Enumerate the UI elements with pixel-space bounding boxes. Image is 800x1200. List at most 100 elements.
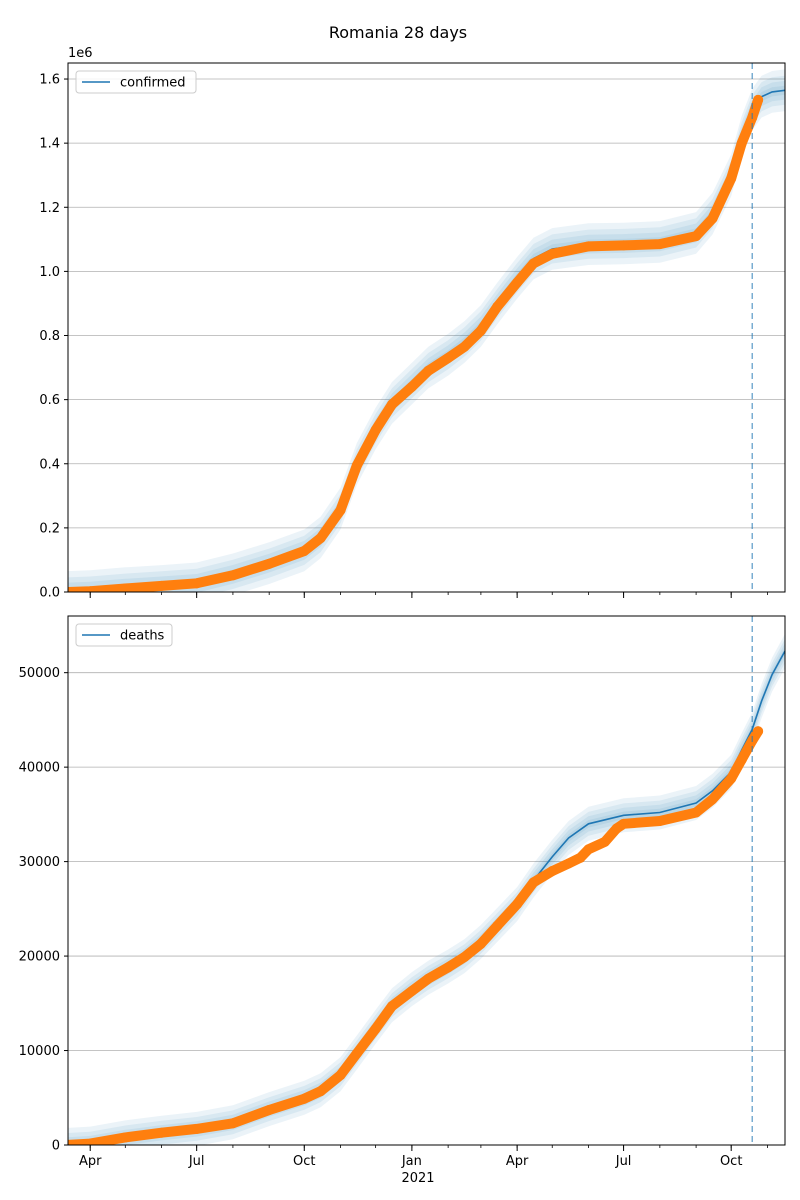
observed-point bbox=[370, 1023, 381, 1034]
observed-point bbox=[85, 586, 96, 592]
observed-point bbox=[528, 877, 539, 888]
observed-point bbox=[599, 836, 610, 847]
observed-point bbox=[406, 381, 417, 392]
observed-point bbox=[423, 365, 434, 376]
legend-box bbox=[75, 70, 197, 94]
x-tick-label: Jul bbox=[188, 1154, 205, 1169]
x-tick-label: Jul bbox=[615, 1154, 632, 1169]
observed-point bbox=[547, 248, 558, 259]
observed-point bbox=[423, 973, 434, 984]
observed-point bbox=[443, 352, 454, 363]
y-tick-label: 0.0 bbox=[39, 586, 60, 601]
x-tick-label: Apr bbox=[506, 1154, 529, 1169]
observed-point bbox=[512, 899, 523, 910]
y-tick-label: 30000 bbox=[19, 855, 60, 870]
x-year-label: 2021 bbox=[401, 1171, 434, 1186]
observed-point bbox=[583, 844, 594, 855]
observed-point bbox=[654, 815, 665, 826]
observed-point bbox=[611, 823, 622, 834]
observed-point bbox=[191, 1123, 202, 1134]
deaths-panel: 0 10000 20000 30000 40000 50000 Apr Jul Oct Jan Ap… bbox=[19, 615, 786, 1169]
y-tick-label: 40000 bbox=[19, 761, 60, 776]
confirmed-panel: 0.0 0.2 0.4 0.6 0.8 1.0 1.2 1.4 1.6 1e6 confirmed bbox=[39, 46, 786, 601]
observed-point bbox=[299, 1093, 310, 1104]
observed-point bbox=[370, 425, 381, 436]
y-tick-label: 50000 bbox=[19, 666, 60, 681]
x-tick-label: Oct bbox=[293, 1154, 315, 1169]
y-tick-label: 0.4 bbox=[39, 457, 60, 472]
observed-point bbox=[583, 241, 594, 252]
observed-point bbox=[618, 240, 629, 251]
observed-point bbox=[726, 773, 737, 784]
observed-point bbox=[227, 570, 238, 581]
y-tick-label: 1.6 bbox=[39, 73, 60, 88]
observed-point bbox=[459, 952, 470, 963]
observed-point bbox=[315, 533, 326, 544]
legend-label: confirmed bbox=[120, 76, 186, 91]
observed-point bbox=[443, 962, 454, 973]
observed-point bbox=[512, 277, 523, 288]
observed-point bbox=[707, 794, 718, 805]
observed-point bbox=[85, 1138, 96, 1145]
legend: confirmed bbox=[75, 70, 197, 94]
observed-point bbox=[707, 213, 718, 224]
figure-title: Romania 28 days bbox=[329, 23, 467, 42]
plot-area bbox=[68, 633, 785, 1145]
observed-point bbox=[386, 1001, 397, 1012]
plot-area bbox=[68, 69, 785, 592]
observed-point bbox=[191, 578, 202, 589]
observed-point bbox=[459, 341, 470, 352]
observed-point bbox=[264, 1105, 275, 1116]
y-tick-label: 1.4 bbox=[39, 137, 60, 152]
x-tick-label: Jan bbox=[401, 1154, 422, 1169]
y-offset-label: 1e6 bbox=[68, 46, 93, 61]
observed-point bbox=[156, 580, 167, 591]
observed-point bbox=[264, 558, 275, 569]
observed-point bbox=[563, 858, 574, 869]
observed-point bbox=[299, 545, 310, 556]
observed-point bbox=[492, 920, 503, 931]
axes-frame bbox=[67, 615, 786, 1146]
observed-point bbox=[753, 726, 764, 737]
observed-point bbox=[386, 399, 397, 410]
observed-point bbox=[475, 938, 486, 949]
observed-point bbox=[475, 325, 486, 336]
observed-point bbox=[547, 866, 558, 877]
observed-point bbox=[575, 852, 586, 863]
y-tick-label: 0.6 bbox=[39, 393, 60, 408]
y-tick-label: 0 bbox=[52, 1139, 60, 1154]
observed-point bbox=[654, 239, 665, 250]
x-tick-label: Oct bbox=[720, 1154, 742, 1169]
x-tick-label: Apr bbox=[79, 1154, 102, 1169]
observed-point bbox=[528, 258, 539, 269]
y-tick-label: 0.8 bbox=[39, 329, 60, 344]
y-tick-label: 1.2 bbox=[39, 201, 60, 216]
observed-point bbox=[335, 1070, 346, 1081]
observed-point bbox=[726, 173, 737, 184]
legend-box bbox=[75, 623, 173, 647]
observed-point bbox=[736, 138, 747, 149]
observed-point bbox=[691, 807, 702, 818]
observed-point bbox=[120, 583, 131, 592]
observed-point bbox=[68, 1139, 73, 1145]
observed-point bbox=[315, 1086, 326, 1097]
observed-point bbox=[335, 505, 346, 516]
y-tick-label: 0.2 bbox=[39, 521, 60, 536]
y-tick-label: 20000 bbox=[19, 950, 60, 965]
observed-point bbox=[492, 301, 503, 312]
legend-label: deaths bbox=[120, 629, 165, 644]
legend: deaths bbox=[75, 623, 173, 647]
observed-point bbox=[691, 231, 702, 242]
y-tick-label: 10000 bbox=[19, 1044, 60, 1059]
observed-point bbox=[351, 460, 362, 471]
observed-point bbox=[618, 818, 629, 829]
observed-point bbox=[406, 986, 417, 997]
observed-point bbox=[736, 754, 747, 765]
observed-point bbox=[68, 586, 73, 592]
observed-point bbox=[156, 1127, 167, 1138]
observed-point bbox=[351, 1048, 362, 1059]
observed-point bbox=[227, 1118, 238, 1129]
observed-point bbox=[753, 94, 764, 105]
